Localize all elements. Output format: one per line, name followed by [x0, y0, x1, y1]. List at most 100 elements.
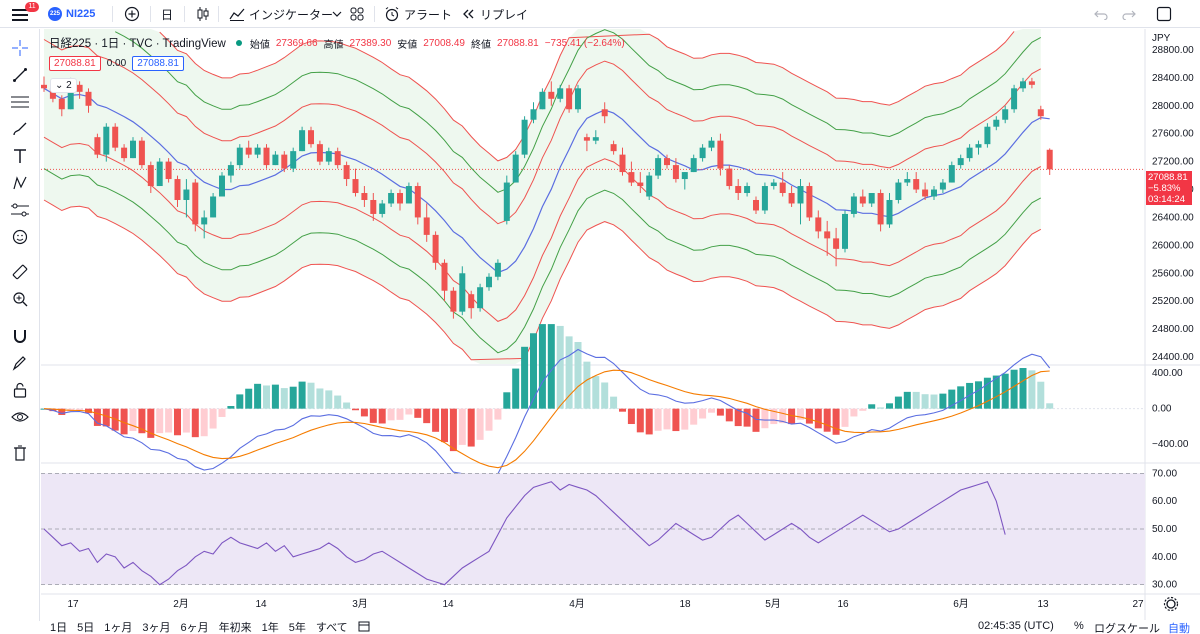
range-6m[interactable]: 6ヶ月 [180, 622, 209, 634]
candle [957, 158, 964, 166]
layout-button[interactable] [350, 0, 364, 28]
macd-histogram-bar [271, 384, 279, 409]
candle [58, 98, 65, 110]
chart-type-button[interactable] [196, 0, 210, 28]
candle [1002, 109, 1009, 120]
candle [361, 193, 368, 200]
magnet-tool[interactable] [10, 326, 30, 346]
open-label: 始値 [249, 39, 270, 51]
candle [708, 140, 715, 148]
candle [770, 182, 777, 187]
pattern-tool[interactable] [10, 173, 30, 193]
horizontal-lines-tool[interactable] [10, 92, 30, 112]
percent-toggle[interactable]: % [1074, 620, 1084, 632]
candle [397, 193, 403, 204]
lock-drawings-tool[interactable] [10, 380, 30, 400]
auto-scale-toggle[interactable]: 自動 [1168, 623, 1190, 634]
fullscreen-button[interactable] [1156, 0, 1172, 28]
candle [575, 88, 581, 110]
macd-histogram-bar [886, 403, 893, 409]
sell-price-button[interactable]: 27088.81 [49, 56, 101, 71]
time-tick-label: 3月 [352, 598, 368, 610]
candle [254, 147, 261, 155]
candle [833, 238, 840, 249]
range-1y[interactable]: 1年 [261, 622, 279, 634]
macd-histogram-bar [360, 408, 368, 417]
candle [948, 165, 955, 183]
candle [334, 151, 341, 166]
zoom-tool[interactable] [10, 289, 30, 309]
macd-histogram-bar [975, 381, 982, 409]
candle [886, 199, 893, 225]
macd-histogram-bar [316, 388, 324, 409]
collapsed-count: 2 [66, 80, 72, 91]
indicators-button[interactable]: インジケーター [229, 0, 333, 28]
candle [646, 175, 653, 197]
price-tick-label: 25600.00 [1152, 268, 1194, 279]
pattern-icon [13, 176, 27, 190]
brush-tool[interactable] [10, 119, 30, 139]
legend-title[interactable]: 日経225 · 1日 · TVC · TradingView [49, 38, 226, 50]
compare-button[interactable] [124, 0, 140, 28]
range-1d[interactable]: 1日 [50, 622, 68, 634]
log-scale-toggle[interactable]: ログスケール [1094, 623, 1160, 634]
currency-label[interactable]: JPY [1152, 33, 1171, 44]
range-1m[interactable]: 1ヶ月 [104, 622, 133, 634]
candle [290, 151, 297, 169]
envelope-fill [44, 29, 1041, 364]
candle [824, 231, 831, 239]
range-5y[interactable]: 5年 [288, 622, 306, 634]
undo-button[interactable] [1094, 0, 1108, 28]
interval-button[interactable]: 日 [161, 7, 174, 22]
indicator-templates-button[interactable] [332, 0, 342, 28]
range-all[interactable]: すべて [315, 622, 348, 634]
icon-tool[interactable] [10, 227, 30, 247]
macd-histogram-bar [174, 408, 181, 436]
candle [592, 137, 599, 141]
macd-histogram-bar [129, 408, 137, 432]
macd-histogram-bar [298, 381, 306, 409]
candle [842, 213, 848, 249]
candle [744, 186, 751, 194]
zoom-in-icon [13, 292, 28, 307]
range-3m[interactable]: 3ヶ月 [142, 622, 171, 634]
envelope-line [43, 136, 1042, 322]
macd-histogram-bar [165, 408, 173, 433]
forecast-tool[interactable] [10, 200, 30, 220]
trend-line-tool[interactable] [10, 65, 30, 85]
macd-histogram-bar [957, 386, 965, 409]
candle [913, 179, 920, 190]
hide-drawings-tool[interactable] [10, 407, 30, 427]
calendar-icon [358, 621, 370, 631]
magnet-icon [14, 330, 26, 343]
text-tool[interactable] [10, 146, 30, 166]
utc-clock[interactable]: 02:45:35 (UTC) [978, 620, 1054, 632]
macd-histogram-bar [1010, 369, 1018, 409]
menu-button[interactable] [12, 0, 28, 28]
candle [681, 172, 688, 180]
time-tick-label: 27 [1132, 599, 1144, 610]
measure-tool[interactable] [10, 262, 30, 282]
redo-button[interactable] [1122, 0, 1136, 28]
macd-histogram-bar [343, 402, 351, 409]
range-ytd[interactable]: 年初来 [218, 622, 252, 634]
alert-button[interactable]: アラート [384, 0, 452, 28]
macd-histogram-bar [930, 394, 938, 409]
last-price-label: 27088.81 −5.83% 03:14:24 [1146, 171, 1192, 205]
candle [49, 88, 56, 99]
candle [503, 182, 510, 221]
crosshair-tool[interactable] [10, 38, 30, 58]
indicator-collapse-button[interactable]: ⌄ 2 [50, 78, 77, 93]
buy-price-button[interactable]: 27088.81 [132, 56, 184, 71]
remove-drawings-tool[interactable] [10, 443, 30, 463]
candle [1046, 149, 1053, 170]
stay-drawing-tool[interactable] [10, 353, 30, 373]
replay-button[interactable]: リプレイ [462, 0, 528, 28]
candle [459, 273, 466, 312]
replay-label: リプレイ [480, 7, 529, 22]
symbol-search-button[interactable]: 225 NI225 [48, 0, 95, 28]
goto-date-button[interactable] [358, 620, 370, 634]
macd-histogram-bar [761, 408, 769, 429]
range-5d[interactable]: 5日 [77, 622, 95, 634]
